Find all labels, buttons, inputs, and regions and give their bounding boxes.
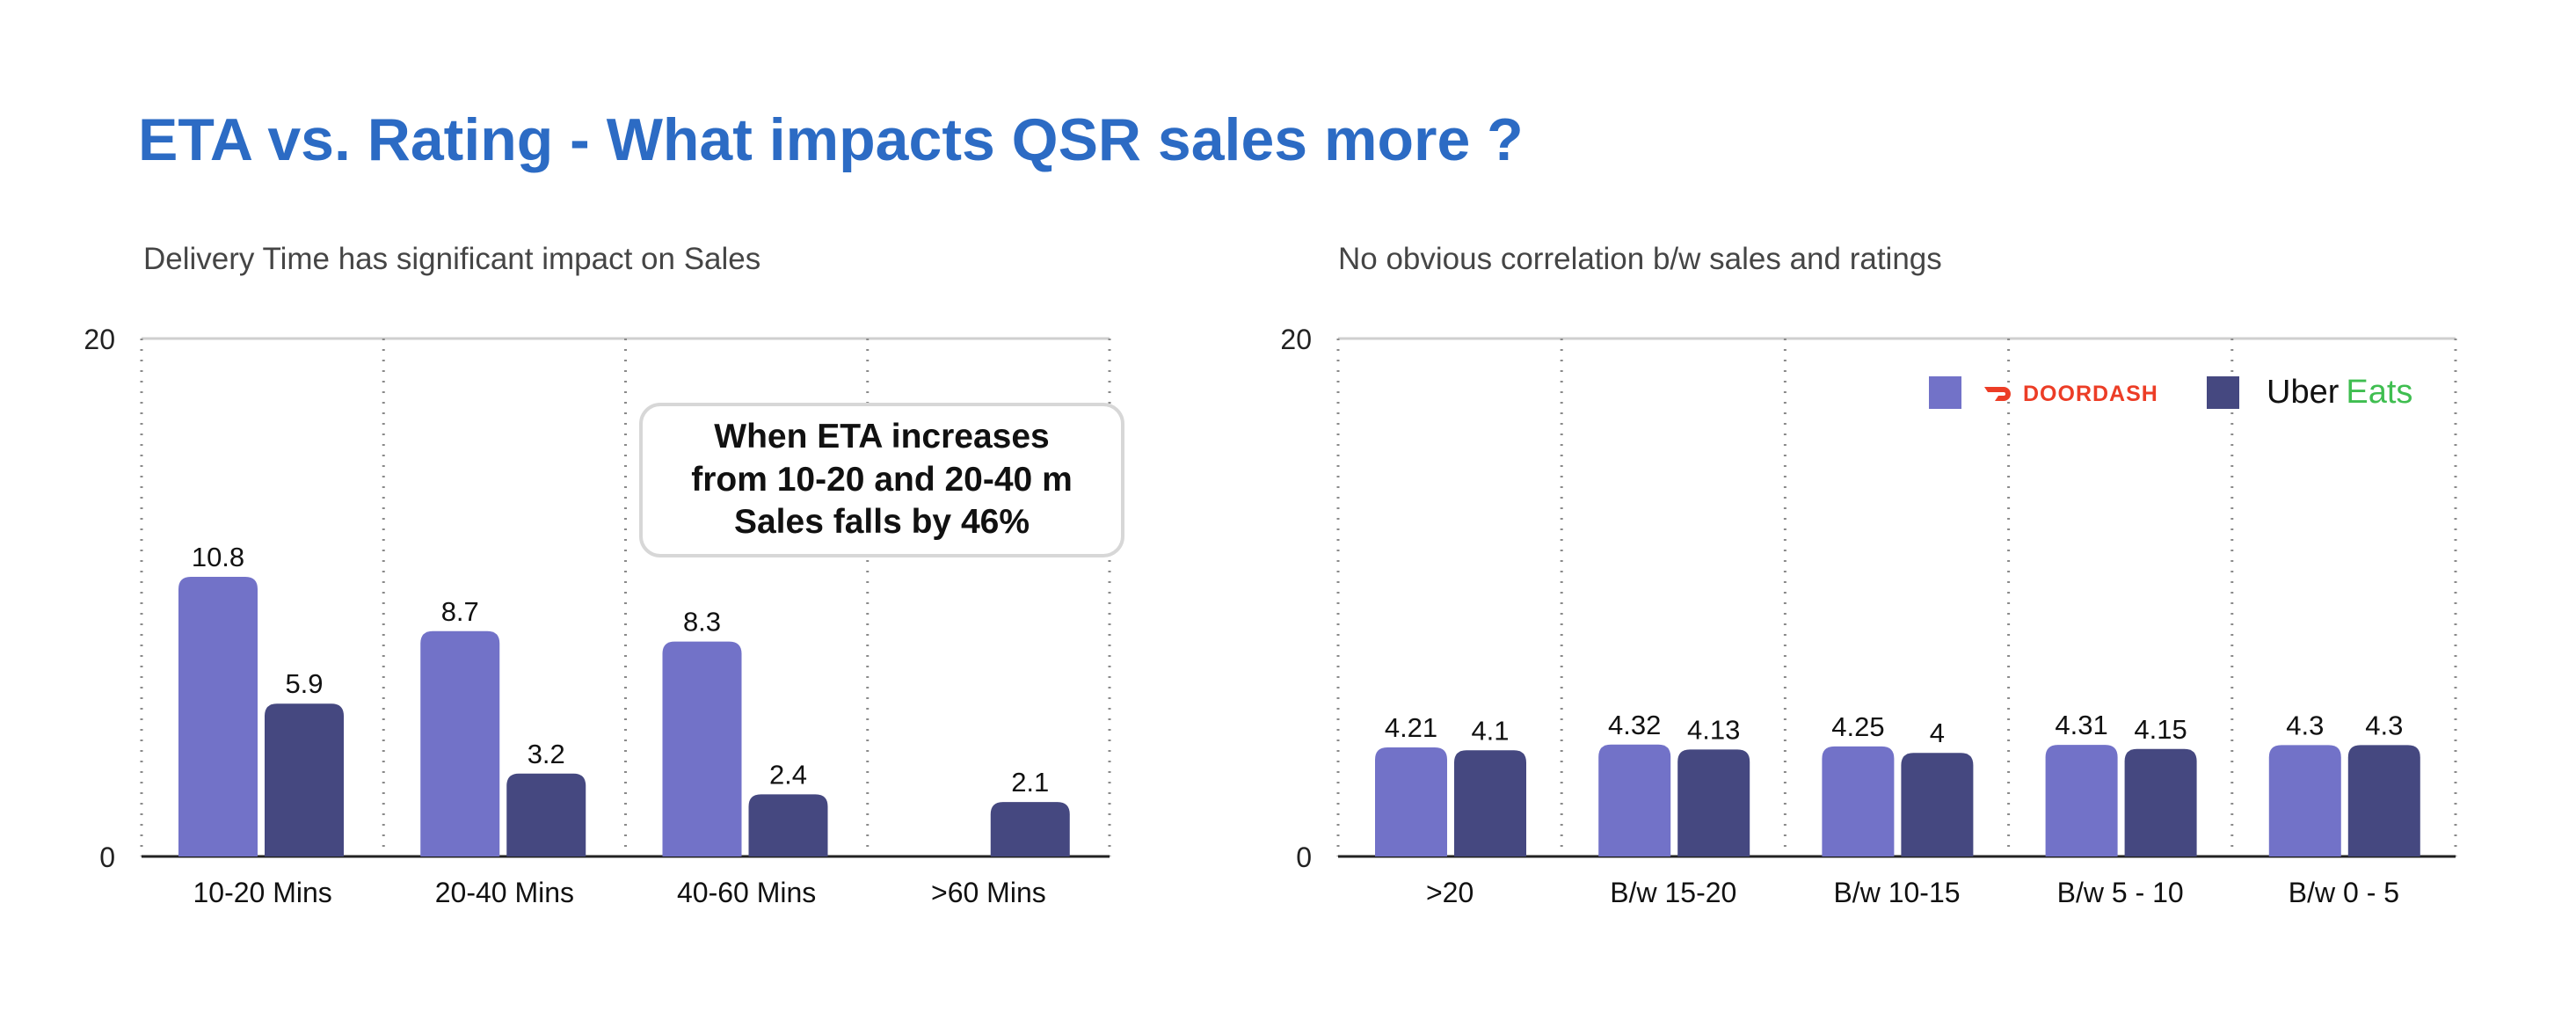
data-label: 4.13 bbox=[1687, 714, 1740, 745]
right-chart-subtitle: No obvious correlation b/w sales and rat… bbox=[1338, 242, 1942, 276]
bar bbox=[506, 773, 586, 856]
bar bbox=[1375, 747, 1447, 856]
bar bbox=[1901, 753, 1974, 856]
data-label: 8.3 bbox=[683, 607, 721, 638]
doordash-logo-text: DOORDASH bbox=[2023, 381, 2158, 406]
x-tick-label: >20 bbox=[1426, 877, 1474, 908]
data-label: 4 bbox=[1930, 718, 1945, 748]
data-label: 4.1 bbox=[1471, 715, 1509, 746]
data-label: 4.32 bbox=[1608, 710, 1661, 740]
rating-sales-chart: 0 20 4.21 4.1 >20 4.32 4.13 B/w 15-20 4.25 4 B/w 1… bbox=[1280, 324, 2457, 908]
data-label: 4.25 bbox=[1831, 711, 1884, 742]
y-tick-label: 20 bbox=[84, 324, 115, 355]
x-tick-label: B/w 10-15 bbox=[1833, 877, 1960, 908]
bar bbox=[662, 641, 742, 856]
data-label: 4.3 bbox=[2286, 710, 2324, 740]
data-label: 2.1 bbox=[1011, 767, 1049, 798]
y-tick-label: 0 bbox=[99, 842, 115, 873]
bar bbox=[1454, 750, 1526, 856]
ubereats-logo-eats: Eats bbox=[2346, 373, 2413, 411]
eta-sales-chart: 0 20 10.8 5.9 10-20 Mins 8.7 3.2 20-40 Mins 8.3 2… bbox=[84, 324, 1111, 908]
x-tick-label: 10-20 Mins bbox=[193, 877, 331, 908]
ubereats-logo-uber: Uber bbox=[2267, 373, 2340, 411]
doordash-logo: DOORDASH bbox=[1983, 378, 2158, 410]
bar bbox=[2124, 748, 2197, 856]
bar bbox=[2268, 745, 2341, 856]
ubereats-logo: Uber Eats bbox=[2267, 373, 2412, 412]
bar bbox=[2045, 745, 2118, 856]
doordash-logo-icon bbox=[1984, 387, 2011, 401]
bar bbox=[178, 576, 258, 856]
bar bbox=[1598, 744, 1671, 856]
data-label: 4.3 bbox=[2365, 710, 2403, 740]
x-tick-label: 40-60 Mins bbox=[677, 877, 816, 908]
x-tick-label: B/w 5 - 10 bbox=[2057, 877, 2184, 908]
data-label: 8.7 bbox=[441, 596, 479, 627]
x-tick-label: B/w 15-20 bbox=[1610, 877, 1736, 908]
y-tick-label: 20 bbox=[1280, 324, 1312, 355]
bar bbox=[990, 802, 1070, 856]
bar bbox=[265, 703, 344, 856]
x-tick-label: >60 Mins bbox=[931, 877, 1046, 908]
y-tick-label: 0 bbox=[1296, 842, 1312, 873]
x-tick-label: 20-40 Mins bbox=[435, 877, 574, 908]
bar bbox=[1822, 746, 1895, 856]
data-label: 2.4 bbox=[769, 759, 807, 790]
page-title: ETA vs. Rating - What impacts QSR sales … bbox=[138, 106, 1524, 173]
data-label: 3.2 bbox=[528, 739, 565, 769]
legend-swatch-doordash bbox=[1929, 376, 1961, 409]
bar bbox=[420, 630, 500, 856]
data-label: 4.21 bbox=[1385, 712, 1437, 743]
data-label: 4.15 bbox=[2134, 714, 2187, 745]
left-chart-subtitle: Delivery Time has significant impact on … bbox=[143, 242, 761, 276]
x-tick-label: B/w 0 - 5 bbox=[2289, 877, 2399, 908]
data-label: 4.31 bbox=[2055, 710, 2107, 740]
bar bbox=[748, 794, 828, 856]
bar bbox=[2347, 745, 2420, 856]
eta-annotation-callout: When ETA increases from 10-20 and 20-40 … bbox=[639, 403, 1124, 557]
data-label: 5.9 bbox=[285, 668, 323, 699]
bar bbox=[1677, 749, 1750, 856]
legend-swatch-ubereats bbox=[2207, 376, 2239, 409]
data-label: 10.8 bbox=[192, 542, 244, 572]
